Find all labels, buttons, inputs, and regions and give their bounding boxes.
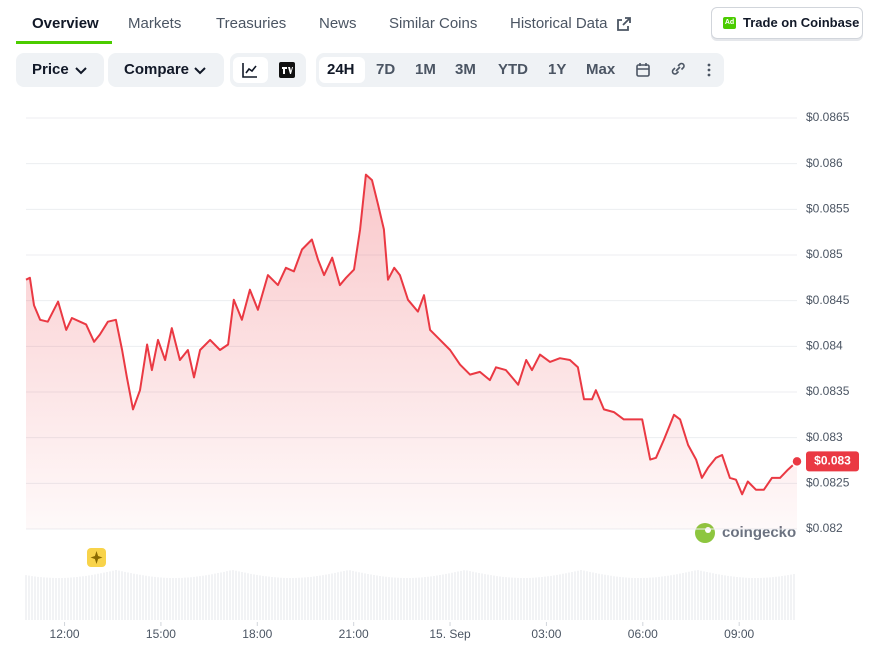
last-price-label: $0.083 (814, 454, 851, 468)
tab[interactable]: Markets (128, 15, 182, 32)
ad-label: Trade on Coinbase (743, 15, 860, 30)
more-icon[interactable] (703, 62, 715, 78)
compare-label: Compare (124, 61, 190, 78)
price-label: Price (32, 61, 69, 78)
link-icon[interactable] (669, 62, 687, 78)
range-button[interactable]: YTD (498, 61, 528, 78)
x-tick-label: 15:00 (146, 627, 176, 641)
tab[interactable]: Historical Data (510, 15, 608, 32)
y-tick-label: $0.0855 (806, 202, 850, 216)
active-tab-underline (16, 41, 112, 44)
chevron (75, 67, 87, 75)
range-button[interactable]: 1Y (548, 61, 567, 78)
y-tick-label: $0.082 (806, 521, 843, 535)
x-tick-label: 15. Sep (429, 627, 471, 641)
x-tick-label: 21:00 (339, 627, 369, 641)
tab[interactable]: News (319, 15, 357, 32)
y-tick-label: $0.084 (806, 339, 843, 353)
range-button[interactable]: 7D (376, 61, 396, 78)
last-price-tag (806, 451, 859, 472)
x-tick-label: 18:00 (242, 627, 272, 641)
range-group (316, 53, 724, 87)
range-button[interactable]: Max (586, 61, 616, 78)
volume-band (25, 570, 795, 620)
y-tick-label: $0.083 (806, 430, 843, 444)
x-tick-label: 03:00 (531, 627, 561, 641)
tab[interactable]: Treasuries (216, 15, 287, 32)
compare-button[interactable] (108, 53, 224, 87)
y-tick-label: $0.0825 (806, 476, 850, 490)
line-icon (242, 63, 257, 78)
x-tick-label: 12:00 (50, 627, 80, 641)
x-tick-label: 06:00 (628, 627, 658, 641)
active-range (319, 57, 365, 83)
x-tick-label: 09:00 (724, 627, 754, 641)
external-link-icon (617, 17, 631, 31)
ad-button[interactable]: Ad Trade on Coinbase (711, 7, 863, 39)
calendar-icon[interactable] (635, 62, 651, 78)
tab[interactable]: Overview (32, 15, 99, 32)
y-tick-label: $0.086 (806, 156, 843, 170)
chevron (194, 67, 206, 75)
tab-bar: Overview Markets Treasuries News Similar… (0, 0, 873, 44)
tab[interactable]: Similar Coins (389, 15, 478, 32)
range-button[interactable]: 24H (327, 61, 355, 78)
y-tick-label: $0.0865 (806, 110, 850, 124)
tradingview-icon[interactable] (279, 62, 295, 78)
range-button[interactable]: 1M (415, 61, 436, 78)
y-tick-label: $0.085 (806, 247, 843, 261)
y-tick-label: $0.0835 (806, 384, 850, 398)
last-point (791, 455, 803, 468)
event-marker[interactable] (87, 548, 106, 567)
price-button[interactable] (16, 53, 104, 87)
range-button[interactable]: 3M (455, 61, 476, 78)
area (26, 174, 797, 529)
ad-badge: Ad (723, 17, 736, 29)
price-line (25, 173, 798, 496)
y-tick-label: $0.0845 (806, 293, 850, 307)
